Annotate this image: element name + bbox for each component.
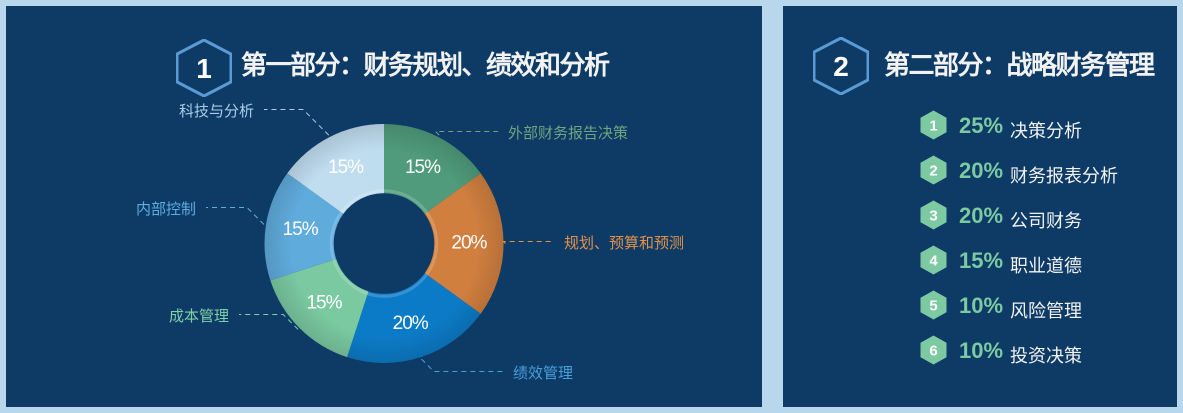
svg-text:15%: 15%: [405, 157, 441, 178]
svg-text:2: 2: [833, 51, 849, 82]
svg-text:20%: 20%: [451, 233, 487, 254]
svg-text:20%: 20%: [393, 313, 429, 334]
svg-text:15%: 15%: [306, 293, 342, 314]
svg-text:1: 1: [929, 117, 937, 134]
svg-text:6: 6: [929, 342, 937, 359]
svg-text:4: 4: [929, 252, 938, 269]
svg-text:2: 2: [929, 162, 937, 179]
svg-text:15%: 15%: [283, 219, 319, 240]
svg-text:15%: 15%: [328, 157, 364, 178]
svg-text:5: 5: [929, 297, 937, 314]
svg-text:3: 3: [929, 207, 937, 224]
